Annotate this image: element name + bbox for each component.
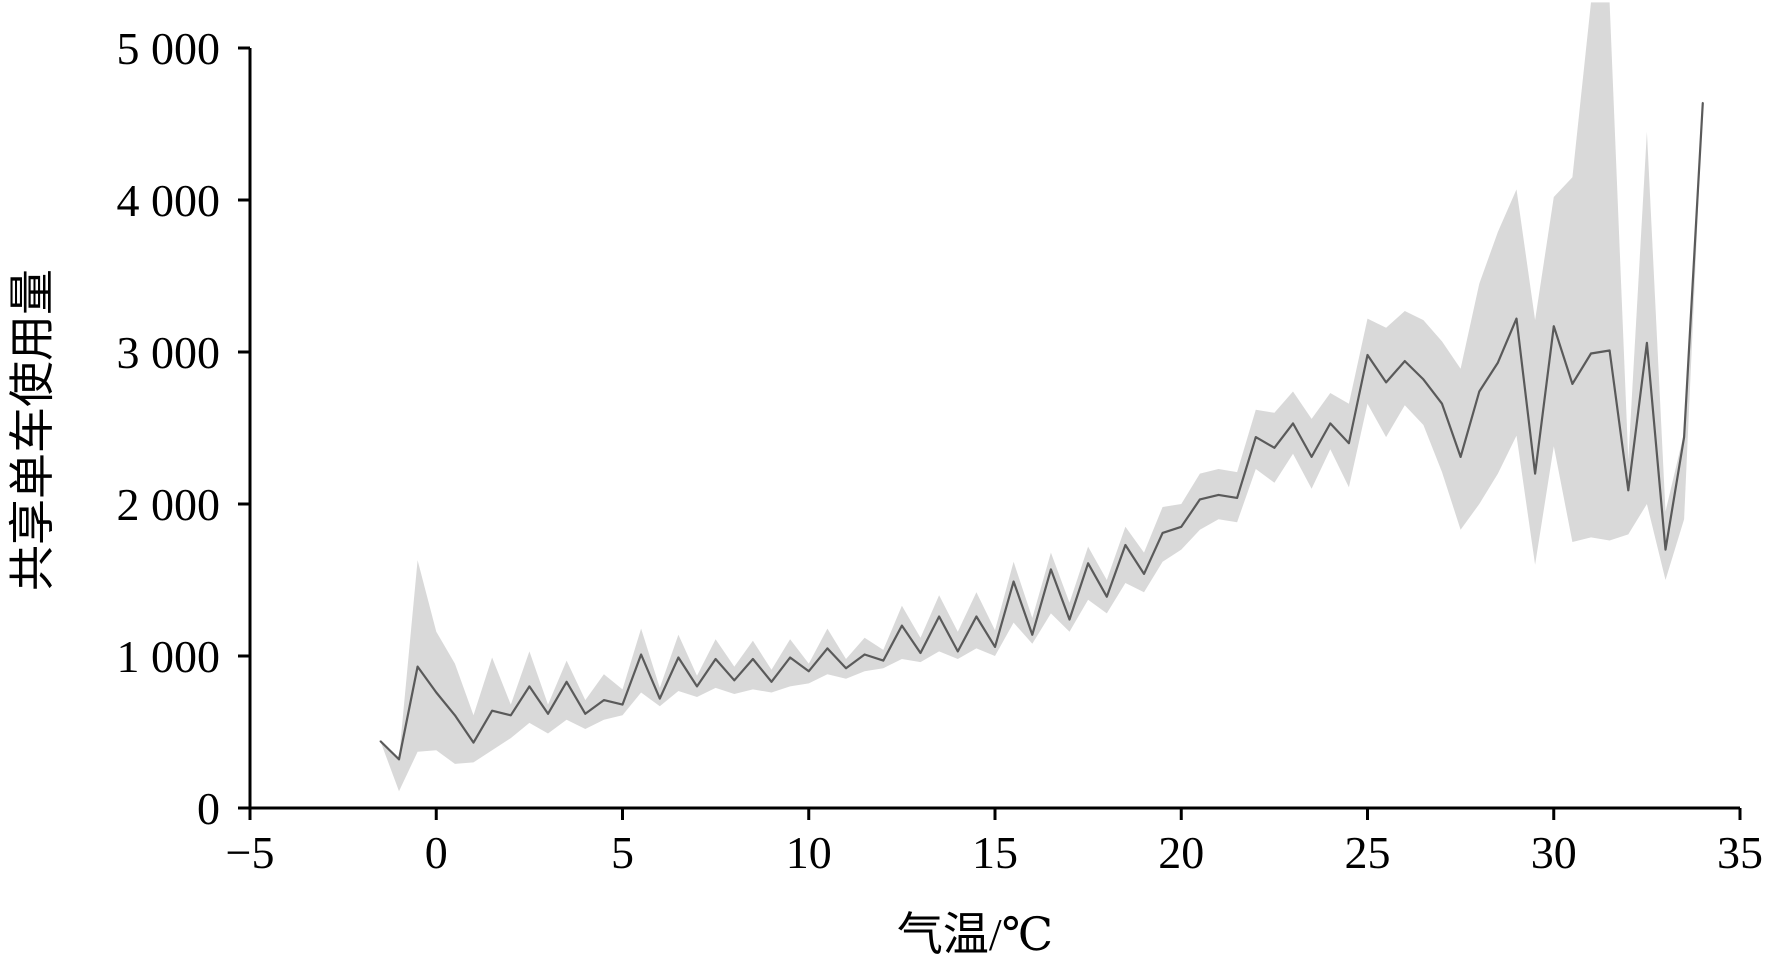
data-point: [565, 681, 568, 683]
data-point: [1180, 526, 1183, 528]
data-point: [956, 650, 959, 653]
x-tick-label: 25: [1345, 827, 1391, 878]
data-point: [1329, 422, 1332, 425]
band-area: [380, 2, 1703, 792]
confidence-band: [380, 2, 1703, 792]
data-point: [472, 741, 475, 744]
data-point: [1236, 497, 1238, 499]
data-point: [938, 615, 940, 618]
data-point: [1273, 446, 1276, 449]
x-tick-label: 35: [1717, 827, 1763, 878]
data-point: [528, 685, 531, 688]
series-line: [379, 102, 1704, 761]
data-point: [1217, 494, 1220, 496]
data-point: [1254, 436, 1257, 438]
x-tick-label: −5: [226, 827, 275, 878]
y-tick-label: 0: [197, 783, 220, 834]
data-point: [1497, 361, 1499, 364]
y-axis-ticks: 0 1 000 2 000 3 000 4 000 5 000: [117, 23, 250, 834]
data-point: [1403, 360, 1406, 362]
data-point: [677, 656, 680, 659]
data-point: [1646, 342, 1648, 344]
data-point: [919, 652, 922, 654]
data-point: [1478, 390, 1481, 393]
data-point: [1571, 383, 1574, 385]
y-tick-label: 5 000: [117, 23, 221, 74]
y-tick-label: 1 000: [117, 631, 221, 682]
data-point: [882, 659, 885, 662]
x-tick-label: 15: [972, 827, 1018, 878]
data-point: [416, 665, 419, 668]
x-axis-title: 气温/℃: [897, 909, 1053, 960]
data-point: [1199, 498, 1201, 501]
data-point: [658, 697, 661, 700]
data-point: [1012, 580, 1015, 583]
data-point: [1348, 442, 1350, 445]
data-point: [807, 670, 810, 672]
data-point: [1683, 436, 1685, 438]
data-point: [1050, 568, 1052, 571]
data-point: [1422, 378, 1425, 381]
data-point: [901, 624, 903, 627]
data-point: [994, 646, 996, 648]
data-point: [1068, 618, 1071, 621]
data-point: [1515, 317, 1518, 320]
y-tick-label: 3 000: [117, 327, 221, 378]
data-point: [1087, 562, 1089, 565]
data-point: [733, 679, 736, 682]
data-point: [1105, 595, 1108, 598]
data-point: [1552, 325, 1555, 327]
data-point: [863, 653, 866, 656]
data-point: [1701, 101, 1704, 104]
data-point: [640, 653, 642, 656]
data-point: [1310, 456, 1313, 458]
data-point: [826, 647, 829, 650]
data-point: [1664, 548, 1667, 551]
data-point: [435, 691, 438, 694]
data-point: [1031, 633, 1034, 636]
data-point: [621, 703, 624, 706]
data-point: [1590, 352, 1592, 355]
x-tick-label: 5: [611, 827, 634, 878]
mean-usage-line: [379, 101, 1704, 761]
x-axis-ticks: −5 0 5 10 15 20 25 30 35: [226, 808, 1763, 878]
data-point: [789, 656, 791, 659]
data-point: [1534, 472, 1536, 475]
y-tick-label: 2 000: [117, 479, 221, 530]
data-point: [398, 758, 400, 761]
data-point: [1124, 544, 1127, 546]
data-point: [1608, 349, 1611, 352]
x-tick-label: 20: [1158, 827, 1204, 878]
data-point: [845, 667, 847, 669]
data-point: [1143, 573, 1145, 575]
data-point: [696, 685, 698, 688]
data-point: [1161, 532, 1164, 534]
data-point: [714, 658, 717, 660]
data-point: [1385, 381, 1387, 384]
data-point: [1441, 402, 1443, 405]
y-tick-label: 4 000: [117, 175, 221, 226]
data-point: [770, 681, 773, 683]
data-point: [603, 699, 605, 701]
data-point: [509, 714, 512, 717]
x-tick-label: 10: [786, 827, 832, 878]
data-point: [1627, 489, 1630, 492]
data-point: [1366, 354, 1369, 356]
data-point: [454, 714, 456, 717]
x-tick-label: 0: [425, 827, 448, 878]
data-point: [491, 709, 493, 712]
x-tick-label: 30: [1531, 827, 1577, 878]
data-point: [1459, 456, 1462, 458]
data-point: [975, 615, 978, 618]
data-point: [1292, 422, 1294, 425]
y-axis-title: 共享单车使用量: [7, 269, 58, 591]
data-point: [379, 740, 382, 742]
data-point: [584, 712, 587, 715]
data-point: [752, 658, 754, 660]
data-point: [547, 712, 549, 715]
